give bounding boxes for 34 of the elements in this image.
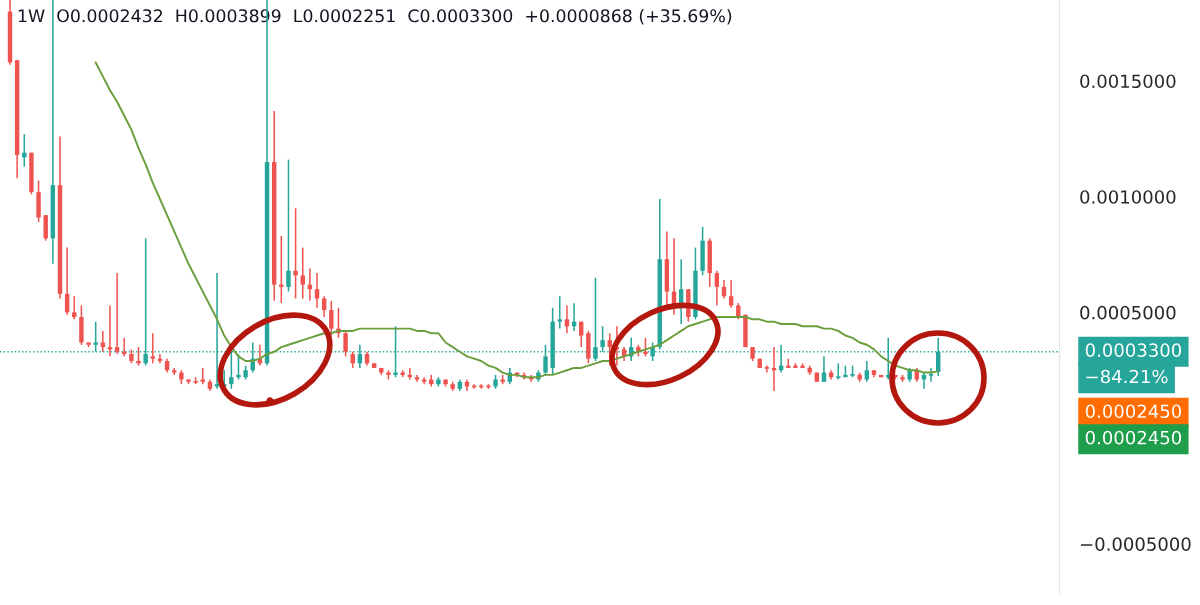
candlestick	[928, 367, 935, 383]
candlestick	[114, 272, 120, 355]
candlestick	[300, 246, 305, 300]
candlestick	[236, 353, 241, 381]
y-tick-label: −0.0005000	[1080, 537, 1191, 551]
candlestick	[579, 320, 584, 348]
candlestick	[557, 295, 562, 330]
y-tick-label: 0.0015000	[1080, 74, 1176, 89]
candlestick	[43, 214, 48, 242]
candlestick	[314, 272, 320, 309]
y-tick-label: 0.0005000	[1080, 305, 1176, 320]
text: 0.0002450	[1085, 430, 1182, 445]
candlestick	[329, 300, 334, 337]
candlestick	[714, 269, 720, 307]
text: 0.0002450	[1085, 404, 1182, 419]
text: −84.21%	[1086, 369, 1168, 384]
candlestick	[593, 276, 598, 362]
ref-line-label: 0.0003300	[1085, 343, 1182, 357]
candlestick	[543, 344, 548, 376]
candlestick	[229, 350, 234, 390]
candlestick	[286, 158, 291, 293]
candlestick	[72, 295, 77, 321]
candlestick	[150, 332, 156, 365]
candlestick	[100, 330, 106, 353]
candlestick	[564, 304, 570, 334]
candlestick	[279, 235, 284, 304]
candlestick	[643, 337, 648, 358]
candlestick	[136, 346, 141, 367]
candlestick	[835, 362, 842, 381]
candlestick	[343, 330, 348, 358]
y-tick-label: 0.0010000	[1080, 190, 1176, 204]
candlestick	[763, 364, 770, 374]
candlestick	[864, 360, 870, 383]
candlestick	[293, 207, 298, 300]
